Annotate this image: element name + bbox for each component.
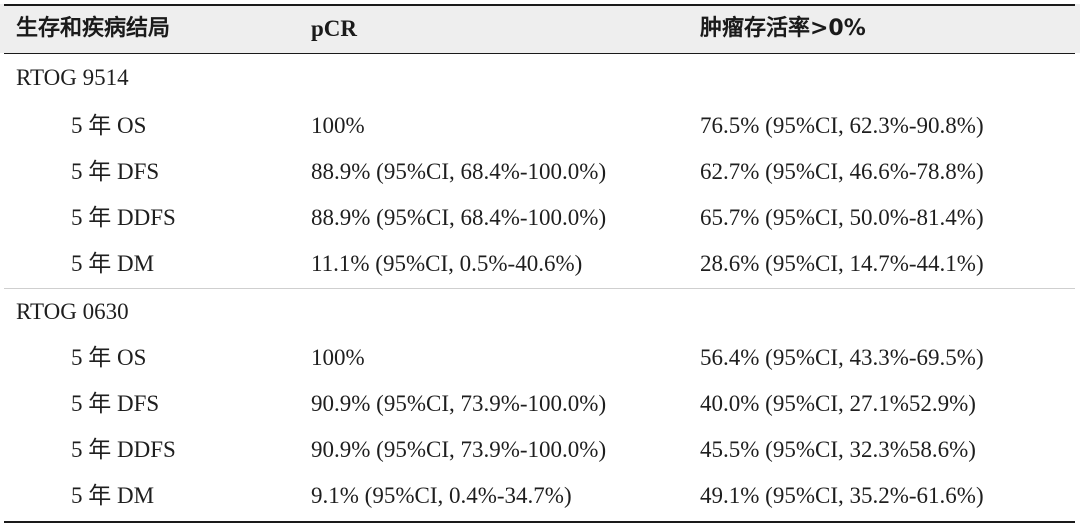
pcr-cell: 88.9% (95%CI, 68.4%-100.0%) [311,159,607,184]
header-pcr: pCR [311,16,358,41]
viable-cell: 40.0% (95%CI, 27.1%52.9%) [700,391,976,416]
outcome-cell: 5 年 DM [71,251,155,276]
pcr-cell: 9.1% (95%CI, 0.4%-34.7%) [311,483,572,508]
table-row: 5 年 DFS 90.9% (95%CI, 73.9%-100.0%) 40.0… [0,389,1080,435]
header-viable-tumor: 肿瘤存活率>0% [700,16,866,41]
bottom-rule [4,521,1075,523]
pcr-cell: 88.9% (95%CI, 68.4%-100.0%) [311,205,607,230]
table-row: 5 年 DFS 88.9% (95%CI, 68.4%-100.0%) 62.7… [0,157,1080,203]
table-row: 5 年 DDFS 90.9% (95%CI, 73.9%-100.0%) 45.… [0,435,1080,481]
outcome-cell: 5 年 OS [71,113,147,138]
viable-cell: 49.1% (95%CI, 35.2%-61.6%) [700,483,984,508]
viable-cell: 45.5% (95%CI, 32.3%58.6%) [700,437,976,462]
viable-cell: 62.7% (95%CI, 46.6%-78.8%) [700,159,984,184]
pcr-cell: 100% [311,345,365,370]
table-row: 5 年 OS 100% 76.5% (95%CI, 62.3%-90.8%) [0,111,1080,157]
header-rule [4,53,1075,54]
outcome-cell: 5 年 DFS [71,159,160,184]
pcr-cell: 90.9% (95%CI, 73.9%-100.0%) [311,391,607,416]
table-row: 5 年 OS 100% 56.4% (95%CI, 43.3%-69.5%) [0,343,1080,389]
table-header-row: 生存和疾病结局 pCR 肿瘤存活率>0% [0,4,1080,53]
viable-cell: 28.6% (95%CI, 14.7%-44.1%) [700,251,984,276]
viable-cell: 76.5% (95%CI, 62.3%-90.8%) [700,113,984,138]
group-divider [4,288,1075,289]
outcome-cell: 5 年 OS [71,345,147,370]
pcr-cell: 11.1% (95%CI, 0.5%-40.6%) [311,251,583,276]
viable-cell: 65.7% (95%CI, 50.0%-81.4%) [700,205,984,230]
top-rule [4,4,1075,6]
pcr-cell: 90.9% (95%CI, 73.9%-100.0%) [311,437,607,462]
outcome-cell: 5 年 DDFS [71,437,176,462]
group-label: RTOG 9514 [16,65,129,90]
table-row: 5 年 DM 11.1% (95%CI, 0.5%-40.6%) 28.6% (… [0,249,1080,295]
table-row: 5 年 DDFS 88.9% (95%CI, 68.4%-100.0%) 65.… [0,203,1080,249]
viable-cell: 56.4% (95%CI, 43.3%-69.5%) [700,345,984,370]
outcome-cell: 5 年 DFS [71,391,160,416]
outcome-cell: 5 年 DM [71,483,155,508]
header-outcome: 生存和疾病结局 [16,16,171,41]
outcome-cell: 5 年 DDFS [71,205,176,230]
table-row: 5 年 DM 9.1% (95%CI, 0.4%-34.7%) 49.1% (9… [0,481,1080,526]
pcr-cell: 100% [311,113,365,138]
group-label: RTOG 0630 [16,299,129,324]
